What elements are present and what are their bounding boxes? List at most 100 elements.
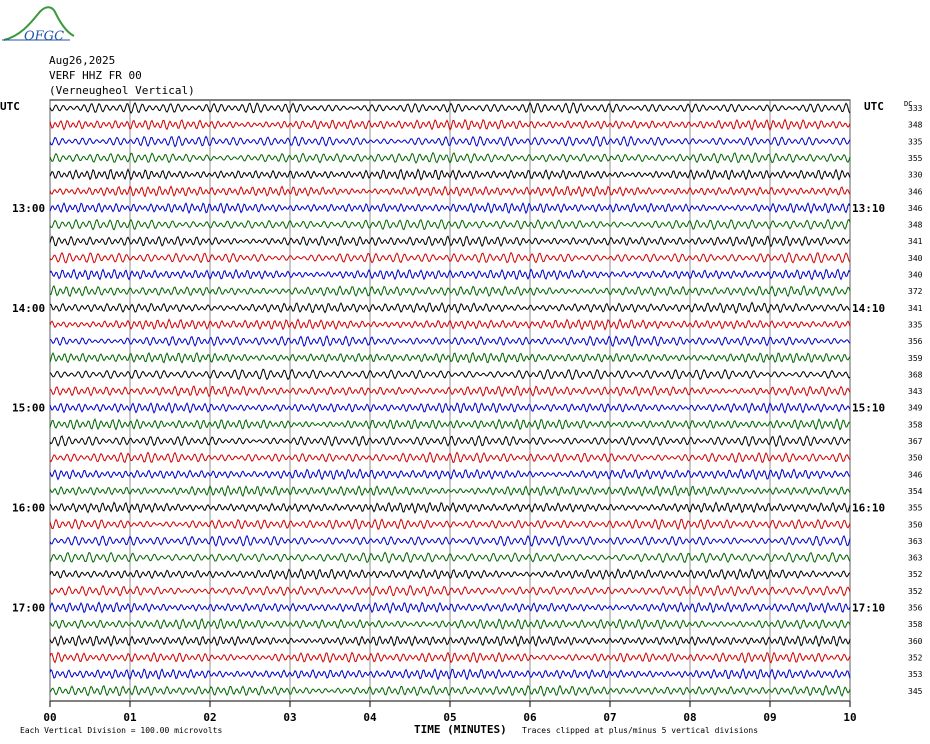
dc-offset-label: 335 <box>908 137 923 146</box>
station-label: VERF HHZ FR 00 <box>49 69 142 82</box>
dc-offset-label: 363 <box>908 554 923 563</box>
seismic-trace <box>49 684 851 697</box>
right-hour-label: 17:10 <box>852 602 885 615</box>
labels-layer: 00 01 02 03 04 05 06 07 08 09 10 333 348 335 355 330 346… <box>0 100 923 736</box>
seismic-trace <box>49 651 851 664</box>
seismic-trace <box>49 451 851 464</box>
dc-offset-label: 356 <box>908 604 923 613</box>
right-hour-label: 15:10 <box>852 402 885 415</box>
dc-offset-label: 363 <box>908 537 923 546</box>
seismic-trace <box>49 484 851 497</box>
dc-offset-label: 354 <box>908 487 923 496</box>
seismic-trace <box>49 251 851 264</box>
footer-scale-note: Each Vertical Division = 100.00 microvol… <box>20 726 222 735</box>
seismic-trace <box>49 151 851 164</box>
dc-offset-label: 372 <box>908 287 923 296</box>
station-description: (Verneugheol Vertical) <box>49 84 195 97</box>
dc-offset-label: 353 <box>908 670 923 679</box>
dc-offset-label: 360 <box>908 637 923 646</box>
left-hour-label: 14:00 <box>12 302 45 315</box>
dc-offset-label: 330 <box>908 171 923 180</box>
seismic-trace <box>49 318 851 331</box>
seismic-trace <box>49 102 851 114</box>
x-tick-label: 08 <box>683 711 696 724</box>
dc-offset-label: 352 <box>908 570 923 579</box>
seismic-trace <box>49 401 851 414</box>
seismic-trace <box>49 551 851 564</box>
dc-offset-label: 358 <box>908 420 923 429</box>
seismic-trace <box>49 584 851 597</box>
seismic-trace <box>49 601 851 614</box>
seismic-trace <box>49 185 851 198</box>
seismic-trace <box>49 351 851 364</box>
date-label: Aug26,2025 <box>49 54 116 67</box>
seismic-trace <box>49 385 851 398</box>
left-utc-label: UTC <box>0 100 20 113</box>
seismic-trace <box>49 235 851 248</box>
seismic-trace <box>49 118 851 132</box>
seismic-trace <box>49 301 851 315</box>
right-hour-label: 16:10 <box>852 502 885 515</box>
seismic-trace <box>49 434 851 448</box>
seismic-trace <box>49 534 851 547</box>
dc-offset-label: 346 <box>908 187 923 196</box>
dc-offset-label: 345 <box>908 687 923 696</box>
dc-offset-label: 335 <box>908 320 923 329</box>
dc-offset-label: 348 <box>908 121 923 130</box>
seismic-trace <box>49 634 851 648</box>
dc-offset-label: 352 <box>908 587 923 596</box>
dc-offset-label: 340 <box>908 254 923 263</box>
dc-offset-label: 341 <box>908 304 923 313</box>
dc-offset-label: 333 <box>908 104 923 113</box>
x-tick-label: 03 <box>283 711 296 724</box>
dc-offset-label: 358 <box>908 620 923 629</box>
dc-offset-label: 348 <box>908 221 923 230</box>
dc-offset-label: 346 <box>908 204 923 213</box>
seismic-trace <box>49 368 851 381</box>
seismic-trace <box>49 568 851 581</box>
dc-offset-label: 346 <box>908 470 923 479</box>
ofgc-logo: OFGC <box>2 6 75 44</box>
seismic-trace <box>49 667 851 681</box>
x-tick-label: 10 <box>843 711 856 724</box>
x-tick-label: 02 <box>203 711 216 724</box>
dc-offset-label: 355 <box>908 504 923 513</box>
logo-mountain-shape <box>3 6 75 41</box>
x-tick-label: 01 <box>123 711 137 724</box>
left-hour-label: 16:00 <box>12 502 45 515</box>
logo-text: OFGC <box>24 29 64 44</box>
dc-offset-label: 340 <box>908 271 923 280</box>
left-hour-label: 15:00 <box>12 402 45 415</box>
seismic-trace <box>49 201 851 215</box>
seismic-trace <box>49 518 851 531</box>
seismic-trace <box>49 135 851 148</box>
right-hour-label: 13:10 <box>852 202 885 215</box>
seismic-trace <box>49 501 851 515</box>
seismic-trace <box>49 284 851 298</box>
dc-offset-label: 356 <box>908 337 923 346</box>
x-tick-label: 07 <box>603 711 616 724</box>
dc-offset-label: 352 <box>908 653 923 662</box>
right-hour-label: 14:10 <box>852 302 885 315</box>
seismic-trace <box>49 218 851 231</box>
grid-layer <box>49 99 851 707</box>
seismic-trace <box>49 468 851 481</box>
dc-offset-label: 368 <box>908 370 923 379</box>
dc-offset-label: 343 <box>908 387 923 396</box>
x-tick-label: 06 <box>523 711 537 724</box>
seismic-trace <box>49 418 851 431</box>
dc-offset-label: 350 <box>908 520 923 529</box>
x-tick-label: 05 <box>443 711 456 724</box>
dc-offset-label: 367 <box>908 437 923 446</box>
x-tick-label: 04 <box>363 711 377 724</box>
right-utc-label: UTC <box>864 100 884 113</box>
dc-offset-label: 350 <box>908 454 923 463</box>
x-tick-label: 09 <box>763 711 776 724</box>
x-axis-title: TIME (MINUTES) <box>414 723 507 736</box>
dc-header-label: DC <box>904 100 912 108</box>
seismic-trace <box>49 168 851 181</box>
dc-offset-label: 341 <box>908 237 923 246</box>
dc-offset-label: 359 <box>908 354 923 363</box>
traces-layer <box>49 102 851 697</box>
